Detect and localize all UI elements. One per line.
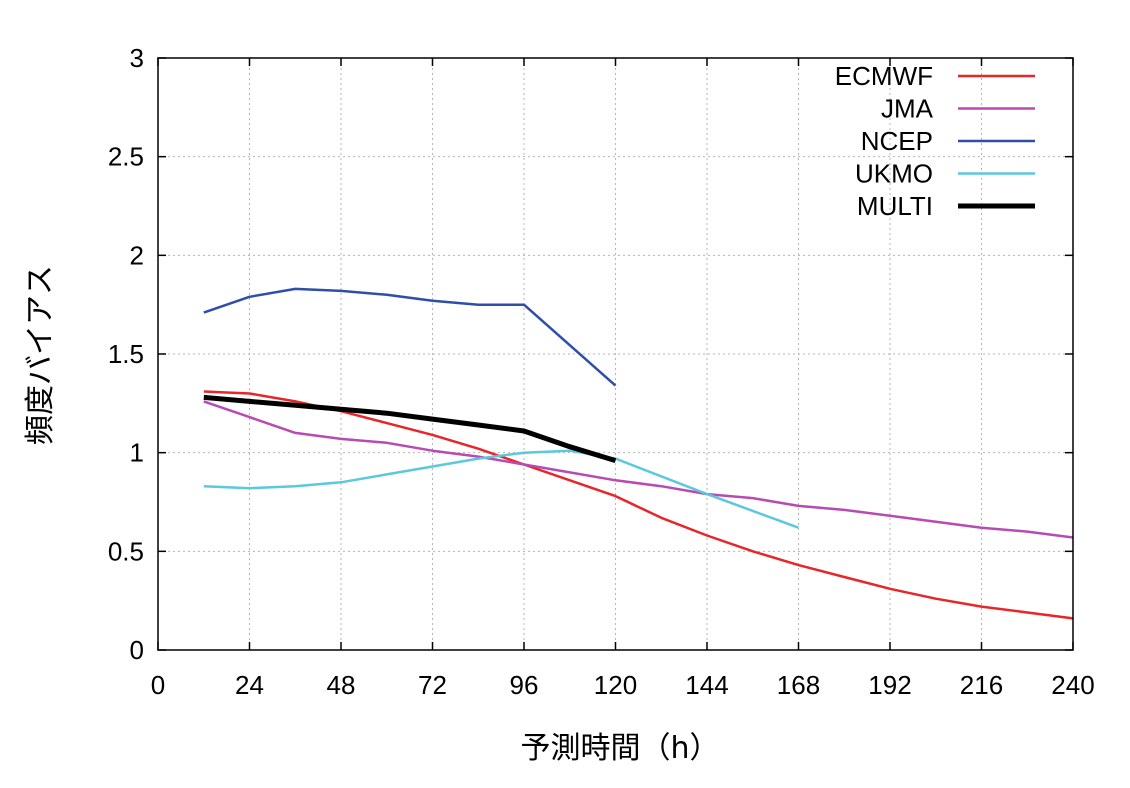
series-line-ecmwf (203, 390, 1074, 620)
x-axis-title: 予測時間（h） (520, 731, 719, 766)
y-tick-label: 2 (130, 240, 144, 270)
x-tick-label: 96 (510, 670, 539, 700)
x-tick-label: 192 (868, 670, 911, 700)
x-tick-label: 240 (1051, 670, 1094, 700)
legend-label-ncep: NCEP (861, 126, 933, 156)
grid (158, 58, 1073, 650)
axis-ticks: 0 24 48 72 96 120 144 168 192 216 240 0 0.5 1 1.5 2 2.5 3 (108, 43, 1095, 700)
legend-label-ecmwf: ECMWF (835, 61, 933, 91)
x-tick-label: 144 (685, 670, 728, 700)
series-line-jma (203, 400, 1074, 539)
y-tick-label: 2.5 (108, 142, 144, 172)
legend-label-jma: JMA (881, 94, 934, 124)
y-tick-label: 0.5 (108, 536, 144, 566)
series-line-ukmo (203, 449, 799, 529)
x-tick-label: 168 (777, 670, 820, 700)
x-tick-label: 72 (418, 670, 447, 700)
legend-label-ukmo: UKMO (855, 159, 933, 189)
x-tick-label: 24 (235, 670, 264, 700)
y-tick-label: 1.5 (108, 339, 144, 369)
x-tick-label: 120 (594, 670, 637, 700)
x-tick-label: 0 (151, 670, 165, 700)
y-tick-label: 0 (130, 635, 144, 665)
x-tick-label: 48 (327, 670, 356, 700)
series-line-ncep (203, 287, 617, 387)
x-tick-label: 216 (960, 670, 1003, 700)
y-axis-title: 頻度バイアス (23, 265, 58, 445)
y-tick-label: 3 (130, 43, 144, 73)
series-group (203, 287, 1074, 620)
legend-label-multi: MULTI (857, 191, 933, 221)
y-tick-label: 1 (130, 438, 144, 468)
series-line-multi (203, 394, 617, 463)
